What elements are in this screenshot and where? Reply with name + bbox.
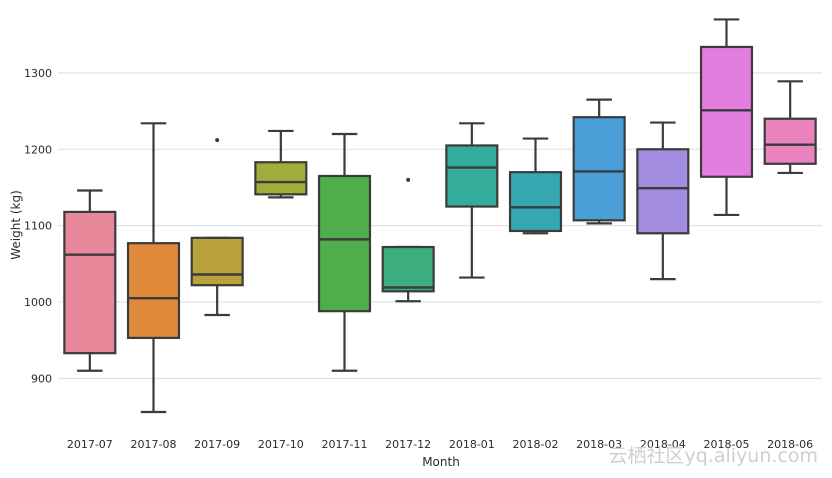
- box-2017-12: [381, 177, 435, 303]
- box-2017-10: [254, 129, 308, 199]
- iqr-box: [445, 144, 499, 208]
- x-tick-label: 2017-10: [258, 438, 304, 451]
- y-tick-label: 1300: [24, 67, 52, 80]
- outlier-point: [406, 177, 411, 182]
- x-tick-label: 2018-04: [640, 438, 686, 451]
- x-tick-label: 2018-03: [576, 438, 622, 451]
- box-2017-08: [126, 122, 181, 414]
- x-tick-label: 2017-11: [322, 438, 368, 451]
- x-tick-label: 2018-02: [513, 438, 559, 451]
- box-2018-01: [445, 122, 499, 279]
- iqr-box: [508, 171, 563, 233]
- plot-area: [58, 8, 822, 428]
- x-tick-label: 2017-08: [131, 438, 177, 451]
- box-2018-02: [508, 137, 563, 235]
- iqr-box: [190, 236, 244, 287]
- box-series: [63, 18, 817, 414]
- y-tick-label: 1200: [24, 143, 52, 156]
- watermark-text: 云栖社区yq.aliyun.com: [609, 445, 819, 467]
- x-tick-label: 2018-05: [704, 438, 750, 451]
- outlier-point: [215, 138, 220, 143]
- iqr-box: [572, 116, 626, 222]
- iqr-box: [63, 210, 117, 355]
- box-2017-11: [317, 132, 372, 372]
- iqr-box: [126, 242, 181, 339]
- iqr-box: [763, 117, 817, 165]
- x-axis-label: Month: [422, 455, 460, 469]
- box-2018-05: [699, 18, 754, 217]
- y-tick-labels: 900 1000 1100 1200 1300: [24, 67, 52, 385]
- y-tick-label: 1100: [24, 220, 52, 233]
- box-2017-07: [63, 189, 117, 372]
- y-tick-label: 900: [31, 372, 52, 385]
- x-tick-label: 2017-09: [194, 438, 240, 451]
- box-2017-09: [190, 138, 244, 317]
- x-tick-label: 2017-12: [385, 438, 431, 451]
- x-tick-label: 2017-07: [67, 438, 113, 451]
- box-2018-06: [763, 80, 817, 175]
- x-tick-labels: 2017-07 2017-08 2017-09 2017-10 2017-11 2017-…: [67, 438, 813, 451]
- iqr-box: [699, 45, 754, 178]
- x-tick-label: 2018-01: [449, 438, 495, 451]
- y-tick-label: 1000: [24, 296, 52, 309]
- box-2018-03: [572, 98, 626, 225]
- y-axis-label: Weight (kg): [9, 190, 23, 260]
- box-2018-04: [636, 121, 690, 281]
- iqr-box: [254, 161, 308, 196]
- iqr-box: [636, 148, 690, 235]
- iqr-box: [381, 245, 435, 293]
- iqr-box: [317, 174, 372, 313]
- x-tick-label: 2018-06: [767, 438, 813, 451]
- grid-lines: [58, 8, 822, 428]
